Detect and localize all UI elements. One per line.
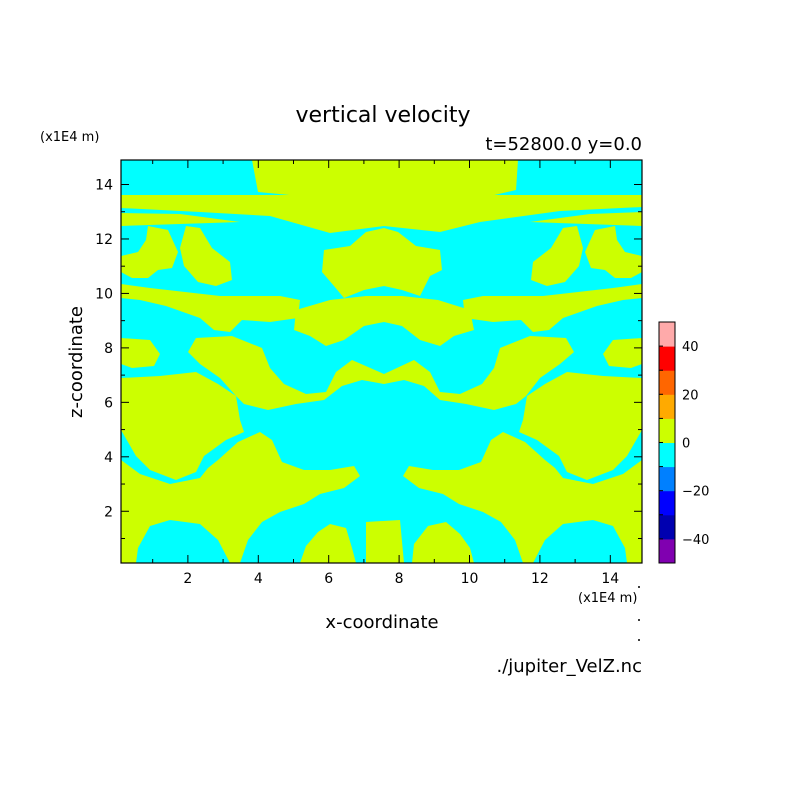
x-tick-label: 8 bbox=[395, 571, 404, 587]
colorbar-segment bbox=[659, 490, 675, 516]
colorbar-tick-label: 20 bbox=[682, 388, 699, 403]
colorbar-tick-label: 0 bbox=[682, 437, 690, 452]
x-tick-label: 2 bbox=[183, 571, 192, 587]
chart-title: vertical velocity bbox=[295, 103, 470, 128]
x-unit-label: (x1E4 m) bbox=[578, 591, 637, 606]
y-axis-label: z-coordinate bbox=[66, 306, 87, 418]
positive-regions bbox=[121, 160, 642, 563]
y-tick-label: 4 bbox=[104, 450, 113, 466]
center-hole bbox=[370, 325, 398, 339]
colorbar-segment bbox=[659, 466, 675, 492]
colorbar-segment bbox=[659, 394, 675, 419]
colorbar-tick-label: −20 bbox=[682, 485, 709, 500]
y-tick-label: 10 bbox=[95, 286, 113, 302]
colorbar: 40 20 0 −20 −40 bbox=[658, 321, 709, 564]
y-tick-label: 6 bbox=[104, 395, 113, 411]
source-file-label: ./jupiter_VelZ.nc bbox=[496, 656, 642, 677]
y-tick-label: 2 bbox=[104, 504, 113, 520]
x-axis-label: x-coordinate bbox=[325, 612, 438, 633]
y-tick-label: 14 bbox=[95, 178, 113, 194]
y-axis-ticks: 2 4 6 8 10 12 14 bbox=[95, 178, 642, 539]
colorbar-segment bbox=[659, 418, 675, 443]
chart-subtitle: t=52800.0 y=0.0 bbox=[485, 134, 642, 155]
colorbar-segment bbox=[659, 538, 675, 564]
x-tick-label: 4 bbox=[254, 571, 263, 587]
plot-frame bbox=[120, 159, 643, 564]
x-axis-ticks: 2 4 6 8 10 12 14 bbox=[152, 160, 619, 587]
x-tick-label: 6 bbox=[324, 571, 333, 587]
contour-field bbox=[121, 160, 642, 563]
colorbar-segment bbox=[659, 514, 675, 540]
colorbar-tick-label: −40 bbox=[682, 533, 709, 548]
y-tick-label: 8 bbox=[104, 341, 113, 357]
y-unit-label: (x1E4 m) bbox=[40, 130, 99, 145]
x-tick-label: 14 bbox=[601, 571, 619, 587]
colorbar-segment bbox=[659, 322, 675, 347]
colorbar-tick-label: 40 bbox=[682, 340, 699, 355]
y-tick-label: 12 bbox=[95, 232, 113, 248]
colorbar-segment bbox=[659, 442, 675, 468]
colorbar-segment bbox=[659, 346, 675, 371]
x-tick-label: 10 bbox=[461, 571, 479, 587]
colorbar-segment bbox=[659, 370, 675, 395]
x-tick-label: 12 bbox=[531, 571, 549, 587]
